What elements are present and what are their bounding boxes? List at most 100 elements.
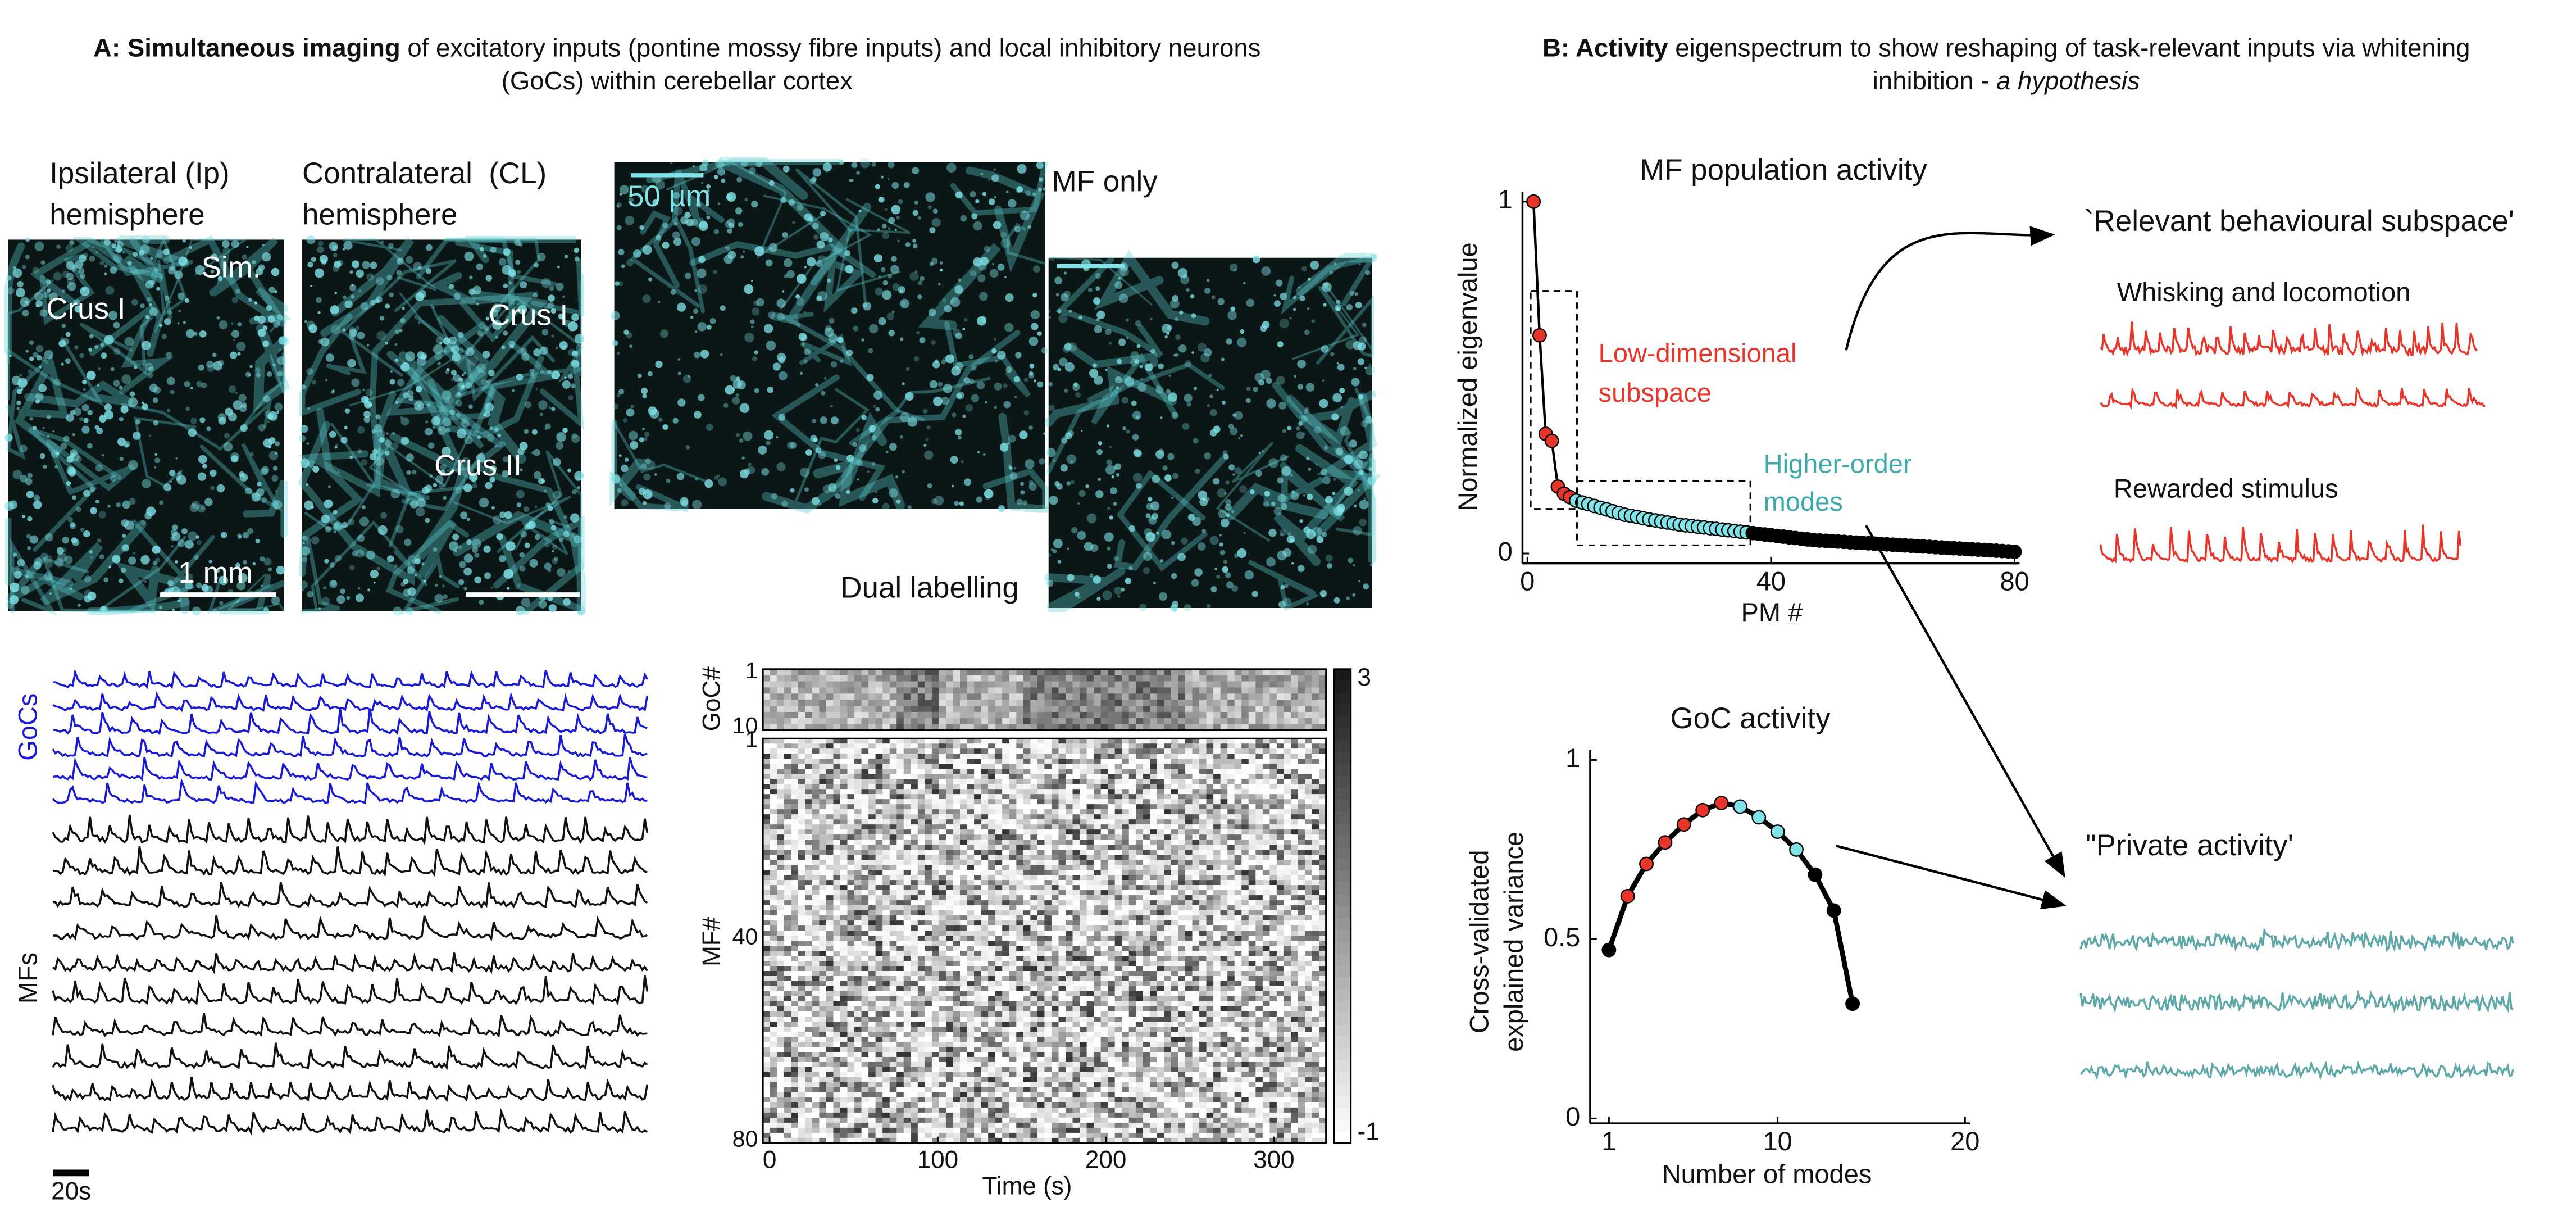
heatmap-cell [1150, 748, 1158, 754]
cell [170, 389, 175, 394]
heatmap-cell [763, 819, 771, 825]
heatmap-cell [1305, 743, 1313, 749]
heatmap-cell [1030, 799, 1038, 805]
cell [1221, 518, 1230, 528]
heatmap-cell [1178, 799, 1186, 805]
heatmap-cell [1227, 700, 1235, 706]
heatmap-cell [1199, 764, 1207, 769]
heatmap-cell [1234, 738, 1243, 744]
cell [9, 582, 20, 593]
cell [340, 437, 348, 444]
heatmap-cell [1114, 724, 1123, 730]
heatmap-cell [1157, 814, 1165, 820]
heatmap-cell [1094, 706, 1102, 713]
cell [706, 184, 711, 189]
heatmap-cell [1178, 706, 1186, 713]
heatmap-cell [1213, 693, 1221, 700]
heatmap-cell [1157, 764, 1165, 769]
heatmap-cell [1100, 724, 1109, 730]
fibre [646, 158, 843, 183]
cell [957, 435, 962, 440]
heatmap-cell [1234, 845, 1243, 850]
cell [438, 482, 445, 489]
heatmap-cell [1023, 779, 1031, 784]
heatmap-cell [1171, 850, 1179, 855]
heatmap-cell [1051, 681, 1059, 688]
cell [1277, 477, 1284, 484]
heatmap-cell [1080, 784, 1087, 790]
heatmap-cell [1128, 738, 1137, 744]
heatmap-cell [903, 711, 912, 719]
heatmap-cell [854, 824, 862, 830]
cell [237, 322, 242, 326]
heatmap-cell [981, 759, 989, 764]
cell [1358, 394, 1364, 400]
heatmap-cell [1143, 814, 1151, 820]
heatmap-cell [861, 693, 870, 700]
cell [1200, 353, 1210, 363]
cell [706, 215, 711, 220]
heatmap-cell [819, 865, 827, 870]
heatmap-cell [763, 759, 771, 764]
heatmap-cell [1227, 738, 1235, 744]
cell [334, 446, 338, 449]
heatmap-cell [1192, 850, 1200, 855]
cell [1333, 478, 1336, 481]
cell [41, 356, 47, 362]
heatmap-cell [1157, 855, 1165, 860]
heatmap-cell [1276, 700, 1285, 706]
cell [237, 352, 241, 356]
cell [822, 162, 832, 172]
heatmap-cell [1185, 860, 1193, 865]
cell [1341, 406, 1343, 409]
heatmap-cell [1262, 681, 1271, 688]
heatmap-cell [1051, 754, 1059, 759]
fibre [385, 321, 503, 448]
cell [332, 265, 339, 272]
heatmap-cell [1262, 769, 1271, 774]
cell [1216, 574, 1221, 579]
heatmap-cell [1016, 718, 1024, 724]
cell [256, 373, 261, 378]
heatmap-cell [763, 784, 771, 790]
cell [503, 283, 508, 289]
heatmap-cell [1072, 675, 1080, 682]
heatmap-cell [1298, 764, 1305, 769]
heatmap-cell [763, 700, 771, 706]
heatmap-cell [925, 774, 932, 779]
heatmap-cell [1290, 845, 1299, 850]
heatmap-cell [1248, 824, 1257, 830]
cell [1109, 487, 1117, 495]
heatmap-cell [1241, 819, 1249, 825]
cell [1364, 366, 1367, 369]
cell [145, 280, 154, 289]
heatmap-cell [819, 834, 827, 840]
heatmap-cell [1094, 724, 1102, 730]
heatmap-cell [1023, 669, 1031, 675]
cell [916, 330, 920, 335]
cell [846, 349, 853, 356]
cell [852, 442, 858, 447]
heatmap-cell [1051, 759, 1059, 764]
heatmap-cell [1234, 799, 1243, 805]
heatmap-cell [1128, 718, 1137, 724]
cell [13, 570, 22, 579]
heatmap-cell [784, 706, 792, 713]
cell [782, 165, 790, 173]
heatmap-cell [777, 809, 785, 815]
cell [1057, 560, 1062, 564]
heatmap-cell [981, 829, 989, 835]
cell [1004, 323, 1014, 332]
heatmap-cell [945, 845, 954, 850]
heatmap-cell [1312, 824, 1319, 830]
cell [144, 512, 152, 520]
cell [65, 358, 71, 364]
cell [524, 524, 531, 530]
heatmap-cell [1002, 759, 1010, 764]
heatmap-cell [1312, 711, 1319, 719]
heatmap-cell [1065, 829, 1073, 835]
heatmap-cell [791, 675, 799, 682]
heatmap-cell [1262, 855, 1271, 860]
heatmap-cell [798, 706, 806, 713]
heatmap-cell [917, 669, 926, 675]
